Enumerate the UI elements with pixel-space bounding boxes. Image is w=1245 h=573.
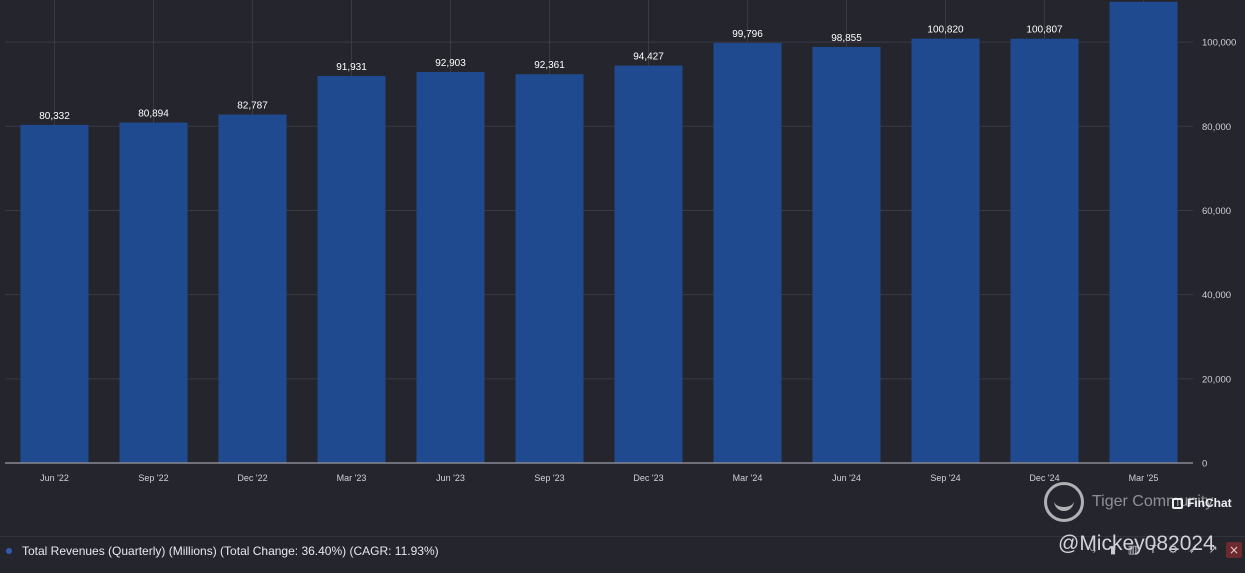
bar[interactable]	[20, 124, 89, 464]
bar[interactable]	[119, 122, 188, 463]
x-tick-label: Jun '24	[832, 473, 861, 483]
x-tick-label: Mar '25	[1129, 473, 1159, 483]
bar-value-label: 100,820	[927, 25, 964, 36]
x-tick-label: Jun '22	[40, 473, 69, 483]
x-tick-label: Sep '24	[930, 473, 960, 483]
column-chart-icon[interactable]: ▥	[1127, 543, 1139, 556]
x-tick-label: Mar '24	[733, 473, 763, 483]
x-tick-label: Dec '24	[1029, 473, 1059, 483]
y-tick-label: 60,000	[1202, 206, 1231, 217]
bar[interactable]	[1109, 1, 1178, 464]
bar[interactable]	[1010, 38, 1079, 463]
bar-value-label: 99,796	[732, 29, 763, 40]
bar[interactable]	[218, 114, 287, 463]
legend-series-marker	[6, 548, 12, 554]
finchat-watermark: FinChat	[1172, 496, 1232, 510]
bar-value-label: 98,855	[831, 33, 862, 44]
bar[interactable]	[317, 76, 386, 463]
close-icon[interactable]: ×	[1226, 542, 1242, 558]
y-tick-label: 40,000	[1202, 290, 1231, 301]
chart-toolbar: ⤷ ▮ ▥ T ⚙ ➶ ↗ ×	[1086, 542, 1242, 558]
bar-value-label: 80,894	[138, 109, 169, 120]
bar-value-label: 94,427	[633, 52, 664, 63]
bar[interactable]	[515, 74, 584, 464]
bars	[20, 1, 1178, 464]
x-tick-label: Jun '23	[436, 473, 465, 483]
legend[interactable]: Total Revenues (Quarterly) (Millions) (T…	[6, 542, 439, 560]
tiger-logo-icon	[1044, 482, 1084, 522]
y-tick-label: 80,000	[1202, 122, 1231, 133]
share-icon[interactable]: ↗	[1208, 543, 1218, 556]
bar-value-labels: 80,332 80,894 82,787 91,931 92,903 92,361 94,4…	[39, 25, 1063, 122]
rocket-icon[interactable]: ➶	[1188, 543, 1198, 556]
bar[interactable]	[416, 71, 485, 463]
legend-divider	[0, 536, 1245, 537]
x-tick-label: Dec '23	[633, 473, 663, 483]
y-tick-label: 100,000	[1202, 38, 1236, 49]
cursor-icon[interactable]: ⤷	[1089, 543, 1097, 556]
bar-value-label: 91,931	[336, 62, 367, 73]
revenue-bar-chart: 80,332 80,894 82,787 91,931 92,903 92,361 94,4…	[5, 0, 1236, 483]
bar-value-label: 100,807	[1026, 25, 1063, 36]
bar[interactable]	[614, 65, 683, 464]
bar-chart-icon[interactable]: ▮	[1109, 543, 1117, 556]
x-tick-label: Sep '22	[138, 473, 168, 483]
bar-value-label: 80,332	[39, 111, 70, 122]
x-tick-label: Mar '23	[337, 473, 367, 483]
bar[interactable]	[812, 46, 881, 464]
bar[interactable]	[713, 42, 782, 464]
y-tick-label: 20,000	[1202, 374, 1231, 385]
x-axis: Jun '22 Sep '22 Dec '22 Mar '23 Jun '23 Sep '…	[5, 462, 1193, 483]
gear-icon[interactable]: ⚙	[1168, 543, 1178, 556]
y-tick-label: 0	[1202, 459, 1207, 470]
text-icon[interactable]: T	[1149, 543, 1157, 556]
legend-series-label[interactable]: Total Revenues (Quarterly) (Millions) (T…	[22, 544, 439, 558]
x-tick-label: Sep '23	[534, 473, 564, 483]
bar-value-label: 92,361	[534, 60, 565, 71]
user-handle-watermark: @Mickey082024	[1058, 532, 1215, 555]
finchat-logo-icon	[1172, 497, 1183, 509]
finchat-text: FinChat	[1187, 496, 1232, 510]
x-tick-label: Dec '22	[237, 473, 267, 483]
y-axis: 0 20,000 40,000 60,000 80,000 100,000	[1202, 38, 1236, 470]
bar-value-label: 92,903	[435, 58, 466, 69]
bar[interactable]	[911, 38, 980, 463]
bar-value-label: 82,787	[237, 101, 268, 112]
